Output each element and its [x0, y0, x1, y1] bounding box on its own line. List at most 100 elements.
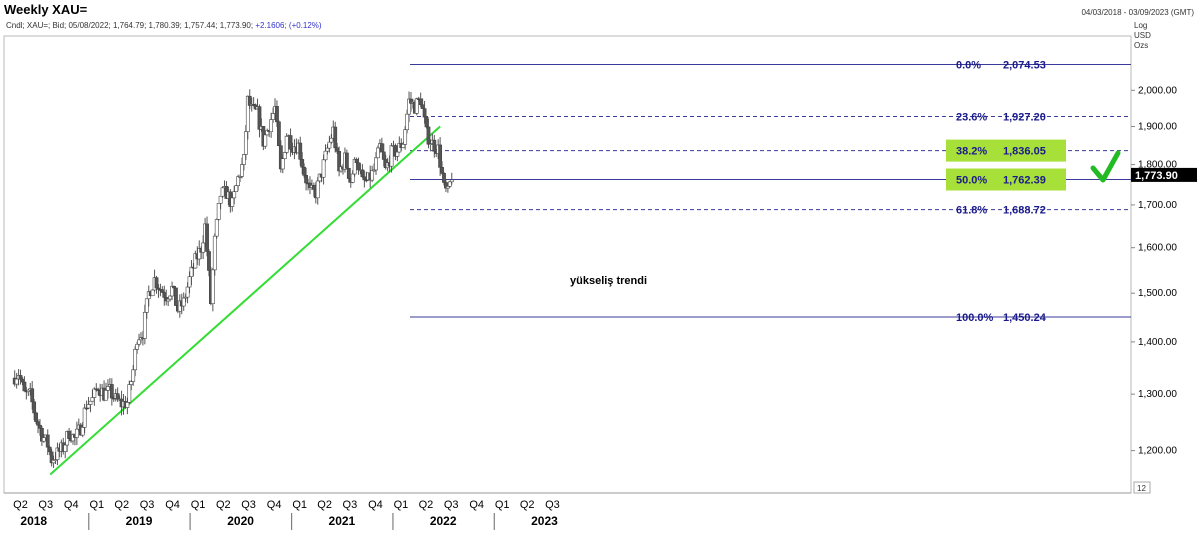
candle-body: [185, 286, 190, 298]
candle-body: [428, 143, 433, 145]
candle-body: [234, 185, 239, 192]
candle-body: [150, 289, 155, 297]
candle-body: [14, 378, 19, 385]
candle-body: [403, 129, 408, 145]
last-price-box: [1131, 167, 1197, 182]
candle-body: [393, 145, 398, 157]
candle-body: [302, 166, 307, 176]
y-tick-label: 1,300.00: [1138, 389, 1177, 400]
candle-body: [242, 154, 246, 165]
candle-body: [381, 151, 386, 160]
fib-value-label: 1,836.05: [1003, 146, 1046, 158]
currency-label: USD: [1134, 31, 1151, 40]
candle-body: [189, 266, 194, 277]
candle-body: [329, 137, 334, 143]
candle-body: [88, 400, 93, 405]
candle-body: [172, 285, 176, 289]
candle-body: [181, 297, 186, 307]
candle-body: [125, 402, 130, 408]
candle-body: [442, 172, 446, 183]
x-quarter-label: Q4: [64, 499, 79, 511]
x-quarter-label: Q4: [368, 499, 383, 511]
fib-percent-label: 38.2%: [956, 146, 987, 158]
scale-label: Log: [1134, 21, 1147, 30]
candle-body: [354, 159, 359, 164]
chart-title: Weekly XAU=: [4, 2, 88, 17]
x-quarter-label: Q4: [469, 499, 484, 511]
fib-value-label: 1,762.39: [1003, 174, 1046, 186]
candle-body: [300, 159, 305, 168]
candle-body: [38, 424, 42, 429]
x-year-label: 2023: [531, 514, 558, 528]
candle-body: [284, 135, 289, 153]
change-value: +2.1606; (+0.12%): [255, 21, 322, 30]
candle-body: [276, 121, 281, 146]
candle-body: [90, 397, 95, 402]
candle-body: [109, 384, 114, 399]
candle-body: [154, 277, 159, 289]
fib-percent-label: 61.8%: [956, 205, 987, 217]
y-tick-label: 1,500.00: [1138, 288, 1177, 299]
candle-body: [142, 312, 147, 339]
candle-body: [232, 191, 237, 199]
candle-body: [447, 181, 452, 187]
candle-body: [350, 173, 355, 183]
candle-body: [346, 167, 351, 179]
candle-body: [230, 197, 235, 207]
candle-body: [144, 298, 149, 313]
candle-body: [395, 151, 400, 157]
x-quarter-label: Q2: [317, 499, 332, 511]
period-box-label: 12: [1137, 484, 1146, 493]
candle-body: [162, 292, 167, 298]
last-price-label: 1,773.90: [1135, 170, 1178, 182]
x-year-label: 2022: [430, 514, 457, 528]
fib-value-label: 2,074.53: [1003, 59, 1046, 71]
x-quarter-label: Q1: [89, 499, 104, 511]
candle-body: [160, 289, 165, 293]
x-quarter-label: Q3: [140, 499, 155, 511]
candle-body: [414, 98, 419, 114]
x-quarter-label: Q2: [419, 499, 434, 511]
fib-value-label: 1,450.24: [1003, 312, 1047, 324]
candle-body: [335, 147, 340, 152]
candle-body: [275, 106, 279, 123]
candle-body: [137, 339, 141, 345]
x-quarter-label: Q4: [267, 499, 282, 511]
candle-body: [86, 404, 91, 409]
x-quarter-label: Q2: [13, 499, 28, 511]
candle-body: [187, 276, 192, 288]
candle-body: [426, 126, 431, 145]
x-quarter-label: Q1: [292, 499, 307, 511]
candle-body: [271, 113, 275, 120]
candle-body: [34, 412, 38, 422]
candle-body: [243, 131, 248, 155]
candle-body: [257, 106, 262, 130]
period-box[interactable]: [1133, 481, 1151, 494]
candle-body: [47, 446, 52, 453]
candle-body: [45, 434, 50, 448]
candle-body: [240, 164, 244, 177]
candle-body: [418, 98, 423, 106]
fib-value-label: 1,688.72: [1003, 205, 1046, 217]
candle-body: [263, 134, 268, 147]
candle-body: [207, 251, 211, 271]
candle-body: [389, 145, 394, 167]
candle-body: [362, 176, 367, 181]
candle-body: [269, 119, 274, 133]
candle-body: [210, 269, 215, 304]
candle-body: [360, 169, 365, 178]
candle-body: [205, 223, 209, 252]
x-quarter-label: Q3: [444, 499, 459, 511]
candle-body: [174, 287, 178, 306]
check-icon: [1090, 150, 1121, 183]
candle-body: [379, 143, 384, 153]
y-tick-label: 1,900.00: [1138, 121, 1177, 132]
x-year-label: 2019: [126, 514, 153, 528]
y-tick-label: 1,700.00: [1138, 200, 1177, 211]
fib-highlight: [946, 139, 1066, 162]
candle-body: [327, 141, 332, 149]
x-quarter-label: Q1: [495, 499, 510, 511]
x-year-label: 2020: [227, 514, 254, 528]
